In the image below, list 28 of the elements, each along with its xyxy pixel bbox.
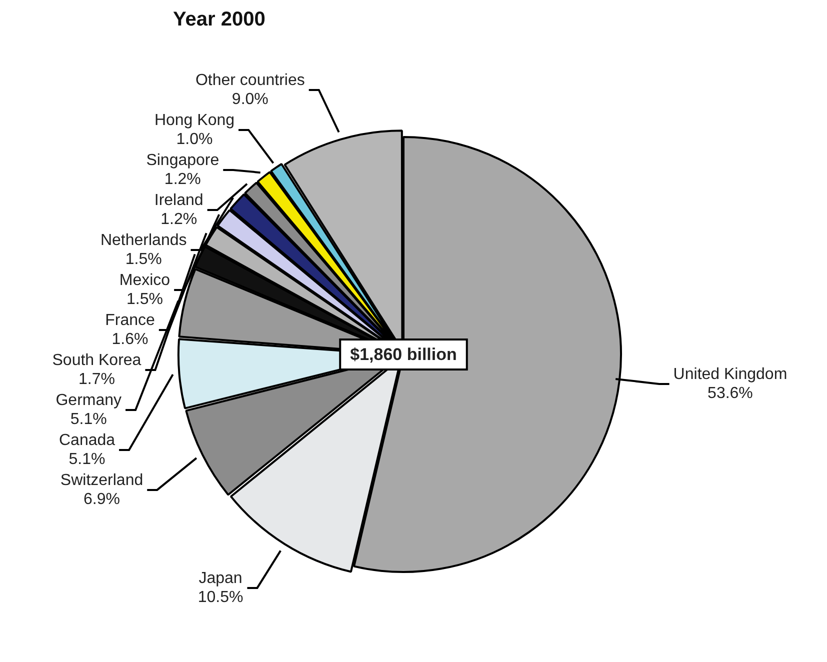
text: $1,860 billion bbox=[350, 345, 457, 364]
slice-label: Japan bbox=[198, 570, 242, 587]
slice-label: Canada bbox=[58, 432, 116, 449]
slice-label: Germany bbox=[56, 392, 122, 409]
data-label: 1.5% bbox=[125, 250, 162, 268]
data-label: 10.5% bbox=[198, 588, 244, 606]
data-label: 5.1% bbox=[70, 410, 107, 428]
slice-label: Mexico bbox=[119, 272, 170, 289]
slice-label: Hong Kong bbox=[154, 112, 235, 129]
data-label: 9.0% bbox=[232, 90, 268, 108]
slice-label: France bbox=[105, 312, 156, 329]
data-label: 1.0% bbox=[176, 130, 213, 148]
slice-label: Other countries bbox=[195, 72, 305, 89]
chart-title: Year 2000 bbox=[173, 8, 266, 31]
slice-label: South Korea bbox=[52, 352, 142, 369]
data-label: 1.6% bbox=[112, 330, 148, 348]
slice-label: United Kingdom bbox=[673, 366, 788, 383]
data-label: 5.1% bbox=[68, 450, 106, 468]
data-label: 1.5% bbox=[126, 290, 163, 308]
data-label: 53.6% bbox=[708, 384, 753, 402]
data-label: 1.2% bbox=[160, 210, 198, 228]
slice-label: Singapore bbox=[146, 152, 220, 169]
data-label: 1.7% bbox=[78, 370, 115, 388]
slice-label: Switzerland bbox=[60, 472, 144, 489]
slice-label: Netherlands bbox=[100, 232, 187, 249]
data-label: 6.9% bbox=[84, 490, 120, 508]
data-label: 1.2% bbox=[164, 170, 201, 188]
slice-label: Ireland bbox=[154, 192, 204, 209]
